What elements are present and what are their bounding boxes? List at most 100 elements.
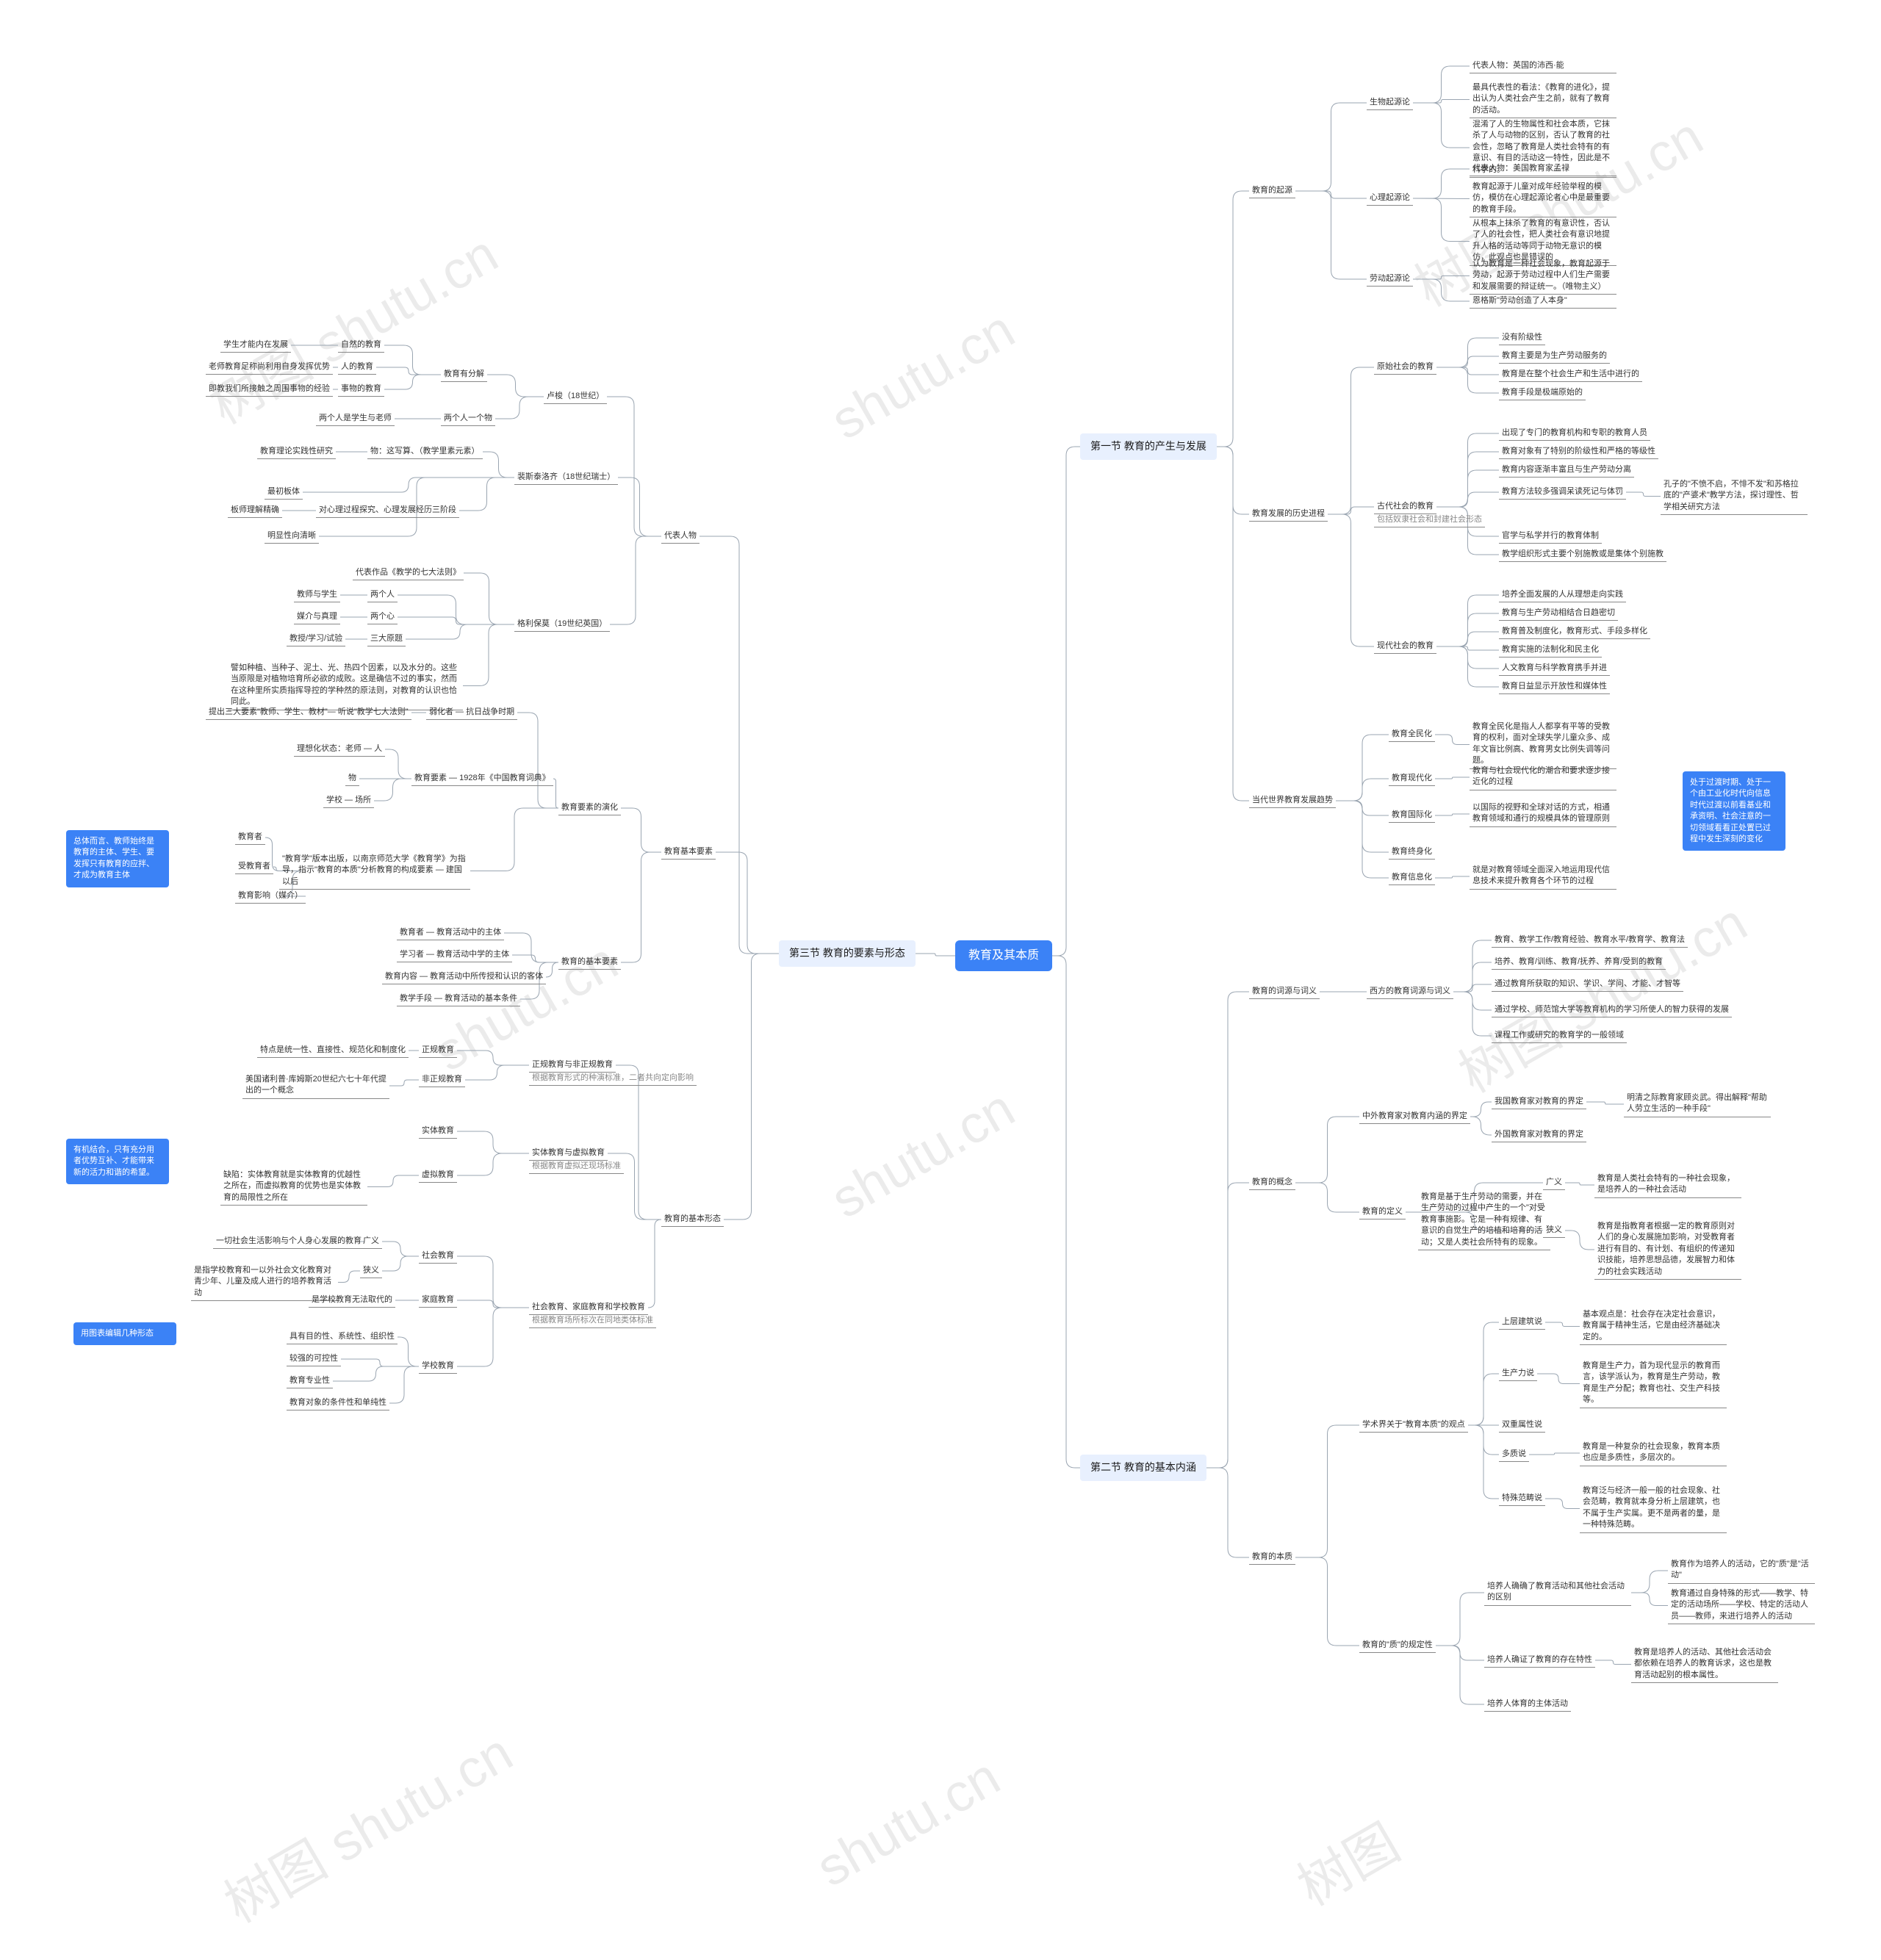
ess0-sub-3: 多质说: [1499, 1447, 1529, 1462]
evo-s2b-0: 教育者: [235, 830, 265, 845]
people-pesta[interactable]: 裴斯泰洛齐（18世纪瑞士）: [514, 470, 618, 485]
mod-leaf-0: 培养全面发展的人从理想走向实践: [1499, 588, 1626, 602]
trend-0-desc: 教育全民化是指人人都享有平等的受教育的权利，面对全球失学儿童众多、成年文盲比例高…: [1470, 720, 1616, 769]
rousseau-s2-2-aside: 即教我们所接触之周围事物的经验: [206, 382, 333, 397]
watermark: 树图: [1281, 1801, 1411, 1920]
s1-branch-trends[interactable]: 当代世界教育发展趋势: [1249, 793, 1336, 808]
evo-s2-0: 理想化状态：老师 — 人: [294, 742, 385, 757]
mod-leaf-5: 教育日益显示开放性和媒体性: [1499, 680, 1610, 694]
pesta-sub-0-aside: 教育理论实践性研究: [257, 444, 336, 459]
social-sub-1-aside: 是学校教育无法取代的: [309, 1293, 395, 1308]
essence-child-0[interactable]: 学术界关于"教育本质"的观点: [1359, 1418, 1468, 1433]
etym-leaf-3: 通过学校、师范馆大学等教育机构的学习所使人的智力获得的发展: [1492, 1003, 1732, 1017]
etym-leaf-2: 通过教育所获取的知识、学识、学问、才能、才智等: [1492, 977, 1683, 992]
social-s2b-0: 具有目的性、系统性、组织性: [287, 1330, 398, 1344]
origin-bio[interactable]: 生物起源论: [1367, 96, 1413, 110]
ess0-sub-0: 上层建筑说: [1499, 1315, 1545, 1330]
ess0-sub-2: 双重属性说: [1499, 1418, 1545, 1433]
prim-leaf-0: 没有阶级性: [1499, 331, 1545, 345]
watermark: 树图 shutu.cn: [193, 212, 509, 439]
elements-basic[interactable]: 教育的基本要素: [558, 955, 621, 970]
concept-child-0[interactable]: 中外教育家对教育内涵的界定: [1359, 1109, 1470, 1124]
pesta-sub-2-aside: 板师理解精确: [228, 503, 282, 518]
ess1-sub-2: 培养人体育的主体活动: [1484, 1697, 1571, 1712]
s3-branch-forms[interactable]: 教育的基本形态: [661, 1212, 724, 1227]
forms-formal-gray: 根据教育形式的种演标准，二者共向定向影响: [529, 1071, 697, 1086]
s1-branch-origin[interactable]: 教育的起源: [1249, 184, 1295, 198]
prim-leaf-2: 教育是在整个社会生产和生活中进行的: [1499, 367, 1642, 382]
s2-branch-essence[interactable]: 教育的本质: [1249, 1550, 1295, 1565]
psy-leaf-1: 教育起源于儿童对成年经验举程的模仿，模仿在心理起源论者心中是最重要的教育手段。: [1470, 180, 1616, 217]
gregory-sub-4: 譬如种植、当种子、泥土、光、热四个因素，以及水分的。这些当原限是对植物培育所必欲…: [228, 661, 463, 710]
social-s2b-1: 较强的可控性: [287, 1352, 341, 1366]
gregory-sub-1: 两个人: [367, 588, 398, 602]
ess0-sub-4-aside: 教育泛与经济一般一般的社会现象、社会范畴，教育就本身分析上层建筑，也不属于生产实…: [1580, 1484, 1727, 1533]
evo-sub-0-aside: 提出三大要素"教师、学生、教材"— 听说"教学七大法则": [206, 705, 411, 720]
forms-social-gray: 根据教育场所标次在同地类体标准: [529, 1314, 656, 1328]
trend-4[interactable]: 教育信息化: [1389, 871, 1435, 885]
ess1-sub-0-s2-1: 教育通过自身特殊的形式——教学、特定的活动场所——学校、特定的活动人员——教师，…: [1668, 1587, 1815, 1624]
pesta-sub-2: 对心理过程探究、心理发展经历三阶段: [316, 503, 459, 518]
ess0-sub-0-aside: 基本观点是：社会存在决定社会意识，教育属于精神生活，它是由经济基础决定的。: [1580, 1308, 1727, 1345]
essence-child-1[interactable]: 教育的"质"的规定性: [1359, 1638, 1436, 1653]
gregory-sub-2: 两个心: [367, 610, 398, 624]
callout-left-0: 总体而言、教师始终是教育的主体、学生、要发挥只有教育的应拌、才成为教育主体: [66, 830, 169, 887]
hist-mod[interactable]: 现代社会的教育: [1374, 639, 1436, 654]
origin-psy[interactable]: 心理起源论: [1367, 191, 1413, 206]
s3-branch-elements[interactable]: 教育基本要素: [661, 845, 716, 860]
social-s2b-2: 教育专业性: [287, 1374, 333, 1388]
hist-prim[interactable]: 原始社会的教育: [1374, 360, 1436, 375]
ess0-sub-3-aside: 教育是一种复杂的社会现象，教育本质也应是多质性，多层次的。: [1580, 1440, 1727, 1466]
formal-sub-1: 非正规教育: [419, 1073, 465, 1087]
callout-left-2: 用图表编辑几种形态: [73, 1322, 176, 1345]
origin-lab[interactable]: 劳动起源论: [1367, 272, 1413, 287]
concept-1-sub-1-aside: 教育是指教育者根据一定的教育原则对人们的身心发展施加影响，对受教育者进行有目的、…: [1594, 1219, 1741, 1280]
trend-2[interactable]: 教育国际化: [1389, 808, 1435, 823]
concept-child-1[interactable]: 教育的定义: [1359, 1205, 1406, 1219]
rousseau-s2-1: 人的教育: [338, 360, 376, 375]
trend-3[interactable]: 教育终身化: [1389, 845, 1435, 860]
rousseau-sub-1-aside: 两个人是学生与老师: [316, 411, 395, 426]
concept-0-sub-0: 我国教育家对教育的界定: [1492, 1095, 1586, 1109]
hist-anc-sub: 包括奴隶社会和封建社会形态: [1374, 513, 1485, 527]
pesta-sub-1: 最初板体: [265, 485, 303, 500]
section-1[interactable]: 第一节 教育的产生与发展: [1080, 433, 1217, 460]
rousseau-sub-0: 教育有分解: [441, 367, 487, 382]
gregory-sub-0: 代表作品《教学的七大法则》: [353, 566, 464, 580]
anc-leaf-1: 教育对象有了特别的阶级性和严格的等级性: [1499, 444, 1658, 459]
ess0-sub-1: 生产力说: [1499, 1366, 1537, 1381]
s3-branch-people[interactable]: 代表人物: [661, 529, 699, 544]
virtual-sub-1-aside: 缺陷：实体教育就是实体教育的优越性之所在，而虚拟教育的优势也是实体教育的局限性之…: [220, 1168, 367, 1206]
s2-branch-concept[interactable]: 教育的概念: [1249, 1175, 1295, 1190]
elements-evo[interactable]: 教育要素的演化: [558, 801, 621, 815]
concept-0-sub-1: 外国教育家对教育的界定: [1492, 1128, 1586, 1142]
anc-leaf-3: 教育方法较多强调呆读死记与体罚: [1499, 485, 1626, 500]
pesta-sub-3: 明显性向清晰: [265, 529, 319, 544]
evo-s2b-2: 教育影响（媒介）: [235, 889, 306, 904]
basic-sub-0: 教育者 — 教育活动中的主体: [397, 926, 504, 940]
etym-leaf-4: 课程工作或研究的教育学的一般领域: [1492, 1028, 1627, 1043]
s1-branch-history[interactable]: 教育发展的历史进程: [1249, 507, 1328, 522]
mod-leaf-4: 人文教育与科学教育携手并进: [1499, 661, 1610, 676]
trend-0[interactable]: 教育全民化: [1389, 727, 1435, 742]
bio-leaf-1: 最具代表性的看法：《教育的进化》，提出认为人类社会产生之前，就有了教育的活动。: [1470, 81, 1616, 118]
basic-sub-3: 教学手段 — 教育活动的基本条件: [397, 992, 520, 1006]
s2-branch-etym[interactable]: 教育的词源与词义: [1249, 984, 1320, 999]
root-node[interactable]: 教育及其本质: [955, 940, 1052, 971]
callout-left-1: 有机结合，只有充分用者优势互补、才能带来新的活力和谐的希望。: [66, 1139, 169, 1184]
ess1-sub-0: 培养人确确了教育活动和其他社会活动的区别: [1484, 1579, 1631, 1606]
trend-1[interactable]: 教育现代化: [1389, 771, 1435, 786]
formal-sub-0: 正规教育: [419, 1043, 457, 1058]
people-gregory[interactable]: 格利保莫（19世纪英国）: [514, 617, 610, 632]
etym-leaf-1: 培养、教育/训练、教育/抚养、养育/受到的教育: [1492, 955, 1666, 970]
s2-etym-child[interactable]: 西方的教育词源与词义: [1367, 984, 1453, 999]
social-s2b-3: 教育对象的条件性和单纯性: [287, 1396, 389, 1410]
gregory-sub-2-aside: 媒介与真理: [294, 610, 340, 624]
section-2[interactable]: 第二节 教育的基本内涵: [1080, 1455, 1206, 1481]
people-rousseau[interactable]: 卢梭（18世纪）: [544, 389, 607, 404]
prim-leaf-1: 教育主要是为生产劳动服务的: [1499, 349, 1610, 364]
virtual-sub-1: 虚拟教育: [419, 1168, 457, 1183]
evo-s2b-1: 受教育者: [235, 860, 273, 874]
trend-2-desc: 以国际的视野和全球对话的方式，相通教育领域和通行的规模具体的管理原则: [1470, 801, 1616, 827]
section-3[interactable]: 第三节 教育的要素与形态: [779, 940, 916, 967]
